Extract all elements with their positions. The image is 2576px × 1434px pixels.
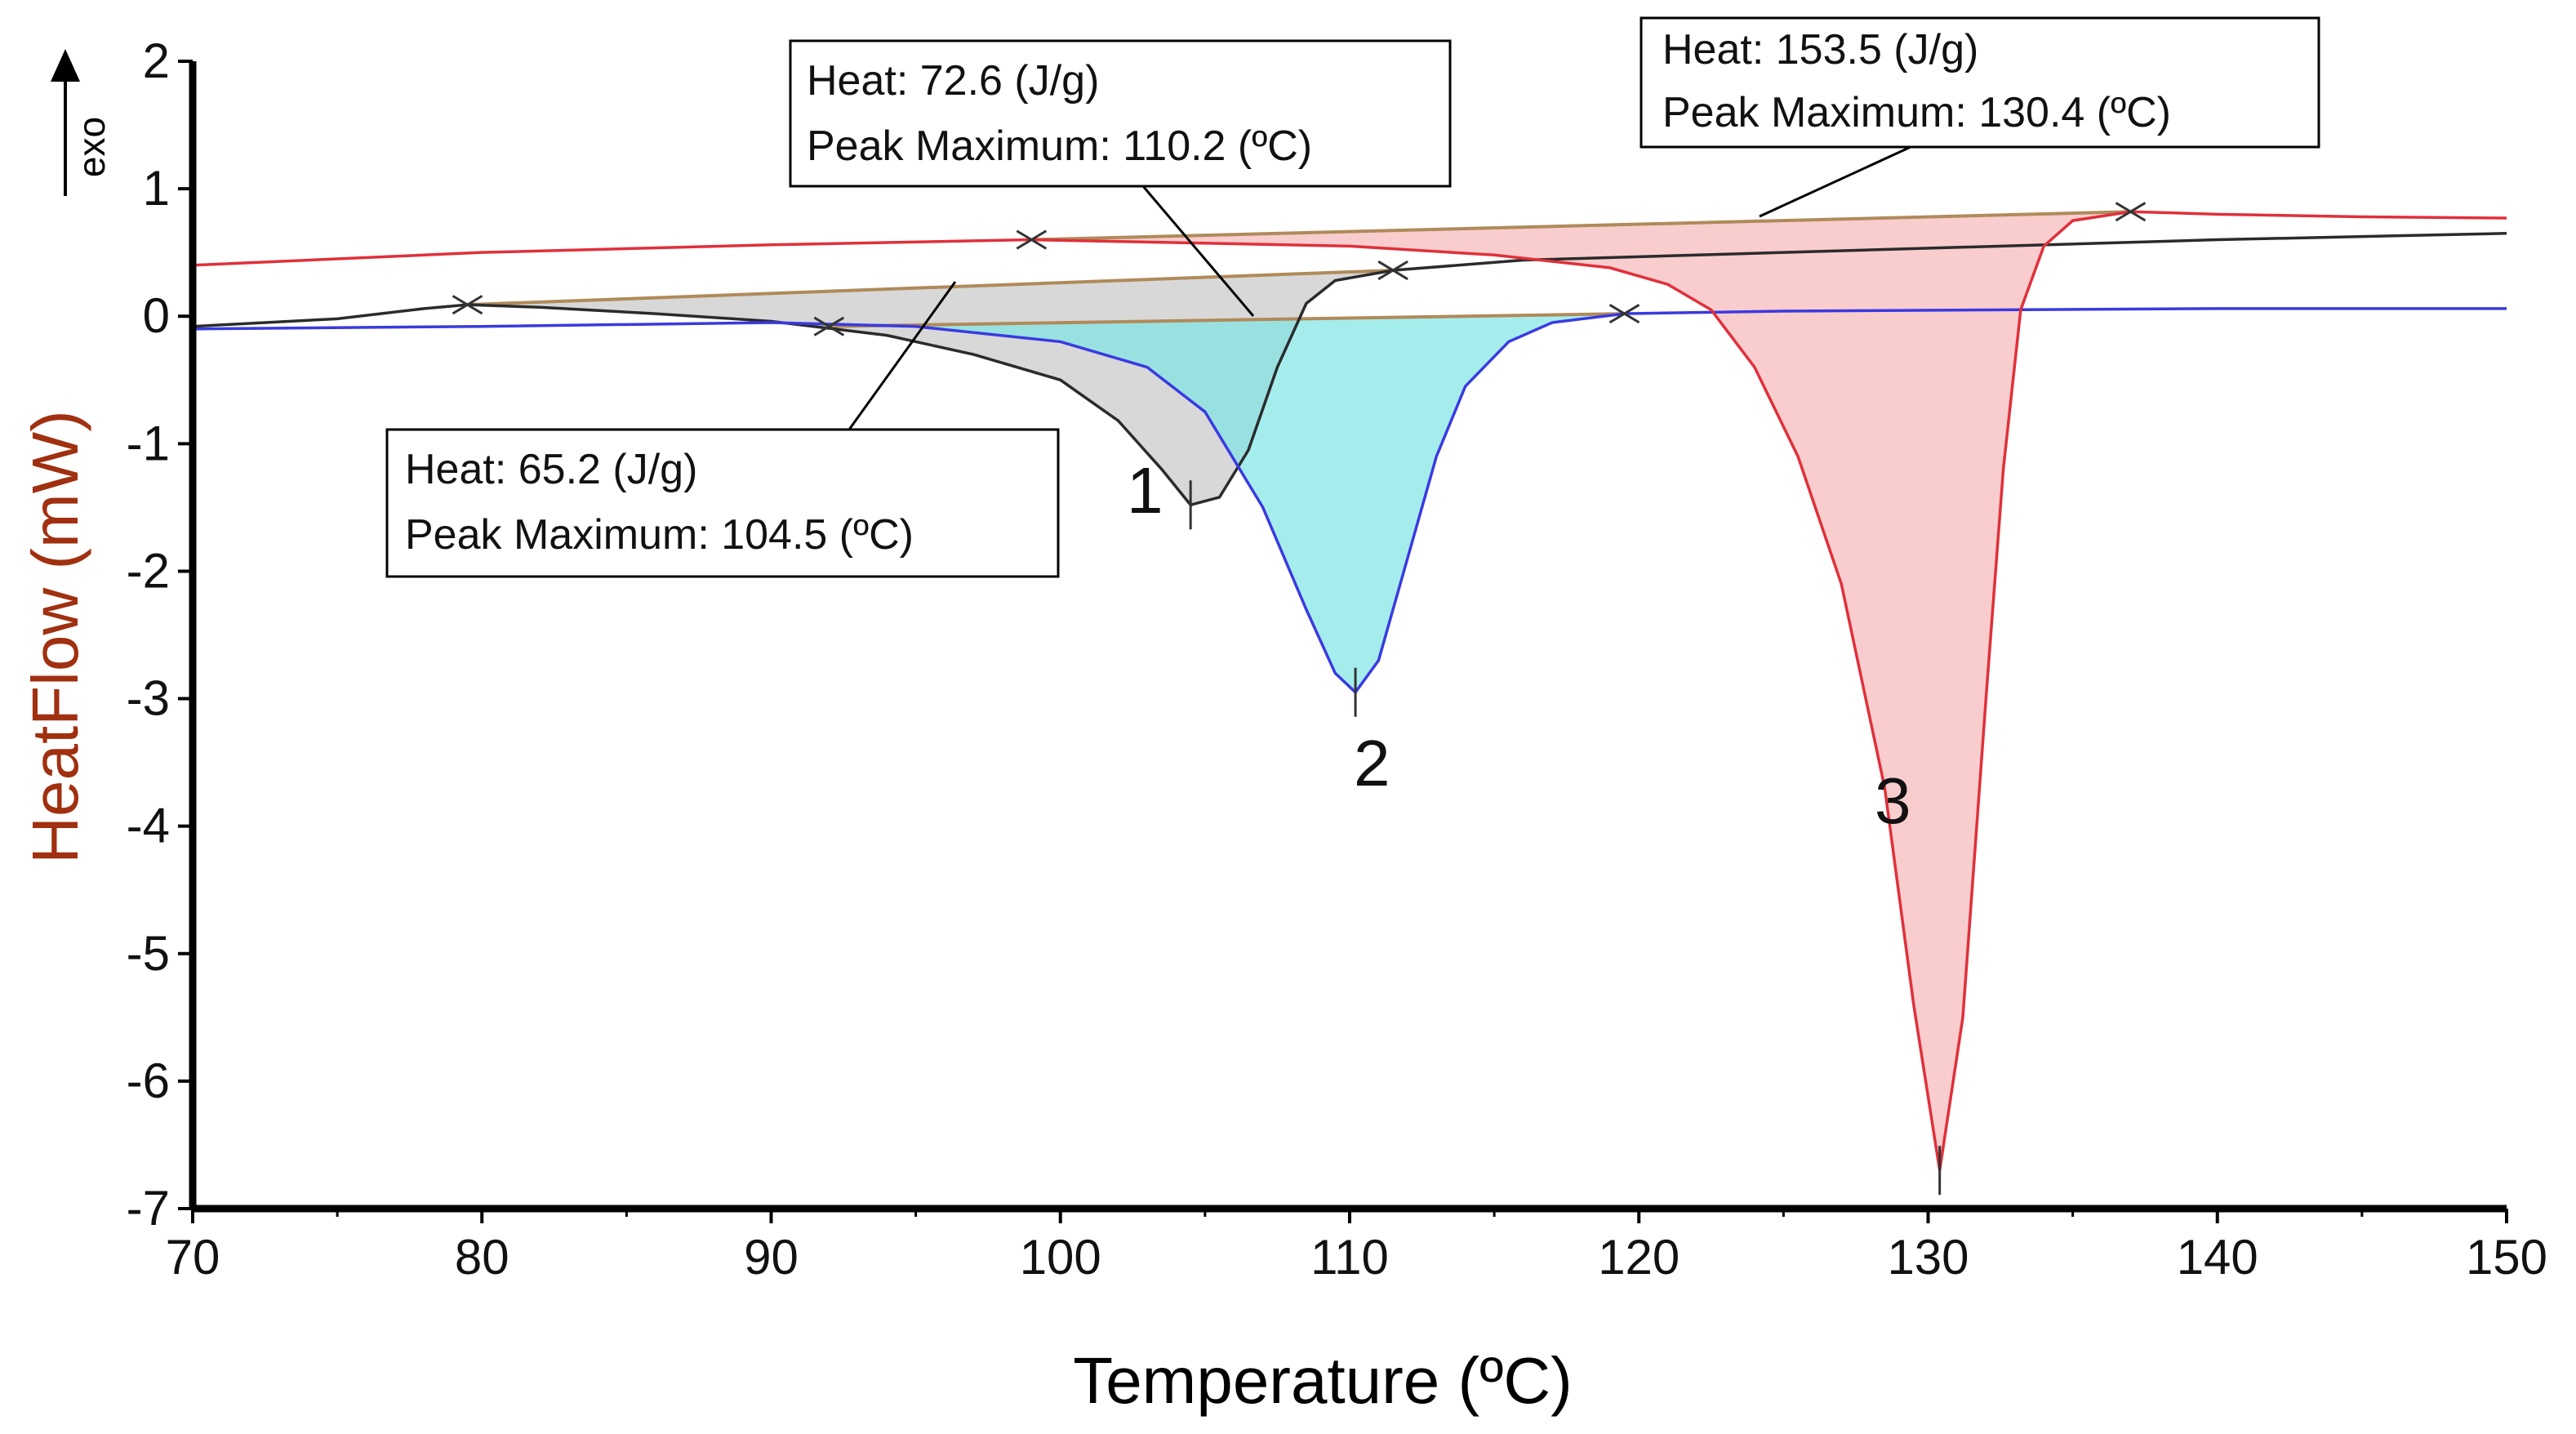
tick-marks-and-labels: 70 80 90 100 110 120 130 140 150 2 1 0 -1 -2 -3 -4 -5 -6 -… bbox=[127, 33, 2547, 1285]
x-tick-label-100: 100 bbox=[1020, 1230, 1101, 1285]
annotation-box-2: Heat: 72.6 (J/g) Peak Maximum: 110.2 (ºC… bbox=[789, 39, 1452, 188]
y-tick-label--4: -4 bbox=[127, 799, 170, 853]
x-tick-label-140: 140 bbox=[2177, 1230, 2258, 1285]
x-tick-label-150: 150 bbox=[2466, 1230, 2547, 1285]
baseline-3 bbox=[1031, 210, 2131, 242]
limit-marker-2-2 bbox=[1608, 304, 1640, 324]
y-tick-label--3: -3 bbox=[127, 671, 170, 726]
y-axis-title: HeatFlow (mW) bbox=[19, 410, 91, 864]
y-tick-label--6: -6 bbox=[127, 1053, 170, 1108]
exo-indicator: exo bbox=[51, 49, 113, 196]
y-tick-label--5: -5 bbox=[127, 926, 170, 981]
annotation-2-heat: Heat: 72.6 (J/g) bbox=[807, 57, 1099, 105]
x-tick-label-80: 80 bbox=[455, 1230, 509, 1285]
y-tick-label--2: -2 bbox=[127, 543, 170, 598]
x-marker-stroke bbox=[452, 295, 483, 315]
limit-marker-2-1 bbox=[813, 316, 845, 336]
annotation-leader-1 bbox=[848, 281, 957, 430]
peak-label-1: 1 bbox=[1127, 454, 1163, 527]
limit-marker-3-2 bbox=[2115, 202, 2147, 222]
y-tick-label--1: -1 bbox=[127, 416, 170, 470]
exo-label: exo bbox=[70, 117, 113, 177]
baseline-2 bbox=[829, 312, 1625, 328]
limit-marker-3-1 bbox=[1016, 229, 1048, 250]
peak-fill-2 bbox=[829, 314, 1625, 693]
annotation-box-3: Heat: 153.5 (J/g) Peak Maximum: 130.4 (º… bbox=[1639, 16, 2320, 149]
annotation-leader-3 bbox=[1759, 145, 1911, 218]
annotation-2-peak-max: Peak Maximum: 110.2 (ºC) bbox=[807, 122, 1312, 170]
x-tick-label-70: 70 bbox=[166, 1230, 220, 1285]
exo-arrowhead-icon bbox=[51, 49, 80, 82]
y-tick-label--7: -7 bbox=[127, 1181, 170, 1236]
y-tick-label-2: 2 bbox=[143, 33, 170, 88]
curve-3 bbox=[192, 210, 2507, 1171]
peak-label-2: 2 bbox=[1354, 727, 1390, 799]
x-marker-stroke bbox=[1608, 304, 1640, 324]
limit-marker-1-2 bbox=[1377, 260, 1408, 281]
y-tick-label-1: 1 bbox=[143, 161, 170, 216]
annotation-3-heat: Heat: 153.5 (J/g) bbox=[1662, 26, 1978, 73]
x-marker-stroke bbox=[2115, 202, 2147, 222]
x-marker-stroke bbox=[1377, 260, 1408, 281]
y-tick-label-0: 0 bbox=[143, 288, 170, 343]
annotation-3-peak-max: Peak Maximum: 130.4 (ºC) bbox=[1662, 89, 2171, 136]
curve-1 bbox=[192, 232, 2507, 507]
baselines bbox=[467, 210, 2131, 328]
x-tick-label-120: 120 bbox=[1598, 1230, 1680, 1285]
annotation-1-peak-max: Peak Maximum: 104.5 (ºC) bbox=[405, 511, 914, 559]
annotation-box-1: Heat: 65.2 (J/g) Peak Maximum: 104.5 (ºC… bbox=[385, 428, 1060, 578]
annotation-leader-2 bbox=[1141, 185, 1255, 317]
x-marker-stroke bbox=[1016, 229, 1048, 250]
x-tick-label-130: 130 bbox=[1887, 1230, 1969, 1285]
baseline-1 bbox=[467, 269, 1394, 307]
annotation-1-heat: Heat: 65.2 (J/g) bbox=[405, 446, 697, 493]
x-tick-label-110: 110 bbox=[1310, 1230, 1389, 1285]
limit-marker-1-1 bbox=[452, 295, 483, 315]
x-axis-title: Temperature (ºC) bbox=[1073, 1344, 1573, 1417]
x-marker-stroke bbox=[813, 316, 845, 336]
x-tick-label-90: 90 bbox=[744, 1230, 799, 1285]
peak-fill-3 bbox=[1031, 212, 2131, 1171]
peak-fills bbox=[467, 212, 2131, 1171]
peak-label-3: 3 bbox=[1875, 764, 1911, 837]
integration-markers bbox=[452, 202, 2147, 1196]
